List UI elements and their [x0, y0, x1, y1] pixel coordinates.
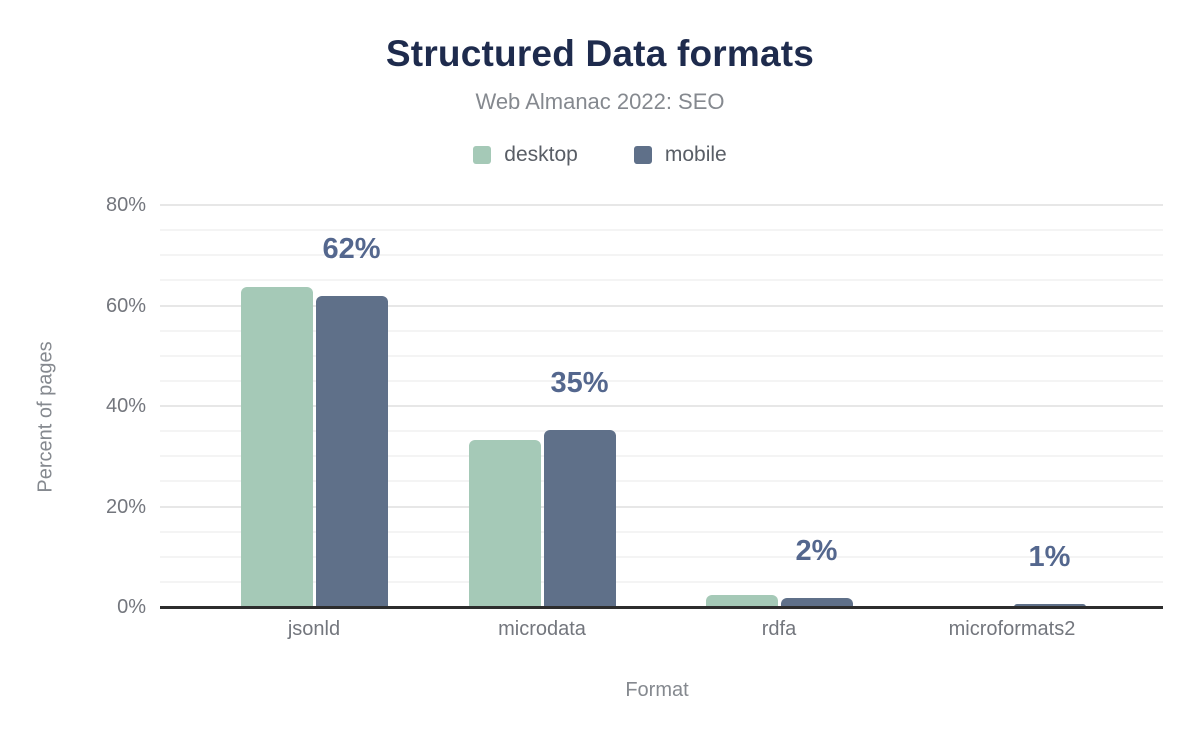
y-tick-label-0: 0% [117, 596, 146, 618]
x-tick-label-microdata: microdata [498, 618, 586, 640]
bar-rdfa-mobile[interactable] [780, 597, 853, 607]
chart-subtitle: Web Almanac 2022: SEO [475, 89, 725, 114]
legend-label-mobile: mobile [664, 143, 727, 166]
x-axis-title: Format [625, 679, 689, 701]
y-tick-label-20: 20% [105, 495, 146, 518]
annotation-rdfa: 2% [795, 534, 838, 567]
annotation-jsonld: 62% [322, 232, 381, 265]
annotation-microformats2: 1% [1028, 540, 1071, 573]
y-tick-label-60: 60% [105, 294, 146, 317]
bar-microformats2-mobile[interactable] [1013, 603, 1086, 607]
minor-gridline-70 [160, 254, 1163, 257]
y-tick-label-80: 80% [105, 194, 146, 216]
legend-item-desktop[interactable]: desktop [473, 143, 578, 167]
bar-rdfa-desktop[interactable] [705, 595, 778, 607]
bar-jsonld-mobile[interactable] [315, 295, 388, 607]
bar-microdata-mobile[interactable] [543, 429, 616, 607]
minor-gridline-5 [160, 580, 1163, 583]
x-tick-label-rdfa: rdfa [761, 618, 797, 640]
annotation-microdata: 35% [550, 366, 609, 399]
major-gridline-60 [160, 304, 1163, 307]
major-gridline-20 [160, 505, 1163, 508]
chart-title: Structured Data formats [385, 33, 815, 74]
y-axis-title: Percent of pages [34, 341, 57, 493]
minor-gridline-45 [160, 379, 1163, 382]
minor-gridline-75 [160, 229, 1163, 232]
minor-gridline-15 [160, 530, 1163, 533]
x-axis-line [160, 606, 1163, 609]
major-gridline-40 [160, 405, 1163, 407]
legend-swatch-icon-mobile [633, 146, 652, 164]
legend-label-desktop: desktop [504, 143, 578, 166]
bar-microdata-desktop[interactable] [468, 439, 541, 607]
minor-gridline-65 [160, 279, 1163, 282]
x-tick-label-microformats2: microformats2 [948, 618, 1076, 640]
minor-gridline-30 [160, 455, 1163, 458]
y-tick-label-40: 40% [105, 395, 146, 417]
legend: desktop mobile [0, 143, 1200, 167]
minor-gridline-10 [160, 555, 1163, 558]
minor-gridline-35 [160, 430, 1163, 433]
plot-area: 62% 35% 2% 1% 0% 20% 40% 60% 80% jsonld microdata r… [106, 194, 1163, 640]
major-gridline-80 [160, 204, 1163, 206]
bar-jsonld-desktop[interactable] [240, 287, 313, 607]
legend-item-mobile[interactable]: mobile [633, 143, 727, 167]
minor-gridline-50 [160, 354, 1163, 357]
x-tick-label-jsonld: jsonld [287, 618, 341, 640]
minor-gridline-55 [160, 329, 1163, 332]
legend-swatch-icon-desktop [473, 146, 492, 164]
minor-gridline-25 [160, 480, 1163, 483]
